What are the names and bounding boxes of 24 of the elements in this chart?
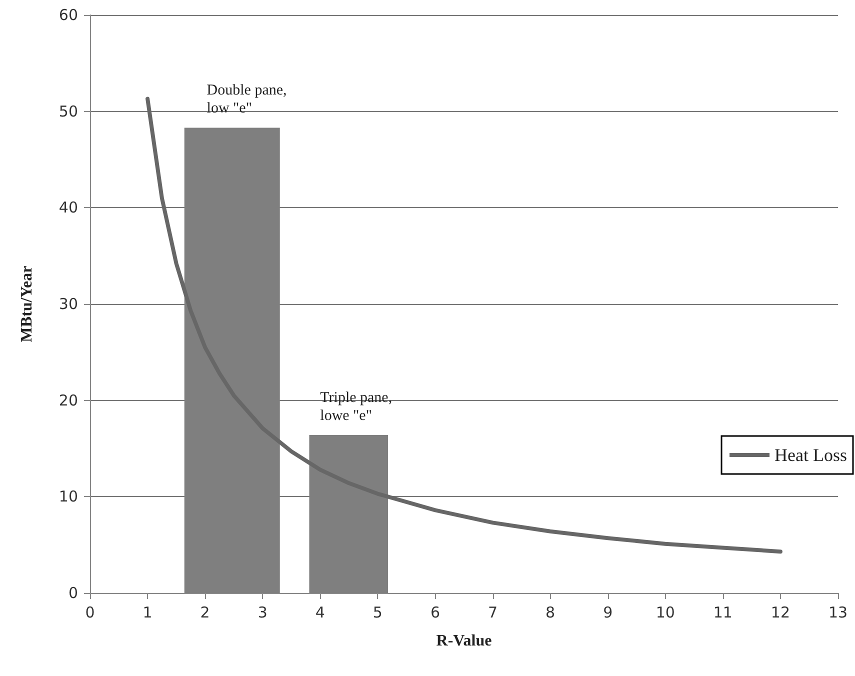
x-tick-label: 3 [258,604,268,622]
x-tick-label: 5 [372,604,382,622]
x-tick-label: 8 [546,604,556,622]
x-tick-label: 9 [603,604,613,622]
legend-label: Heat Loss [774,445,847,465]
y-tick-label: 20 [58,391,78,410]
x-tick-label: 6 [430,604,440,622]
y-tick-label: 50 [58,102,78,120]
x-tick-label: 7 [488,604,498,622]
x-tick-label: 11 [713,604,732,622]
x-tick-label: 13 [828,604,848,622]
x-tick-label: 0 [85,604,95,622]
x-tick-label: 2 [200,604,210,622]
x-tick-label: 4 [315,604,325,622]
y-axis-title: MBtu/Year [18,266,36,342]
x-tick-label: 1 [142,604,152,622]
x-tick-label: 10 [656,604,675,622]
x-tick-label: 12 [770,604,790,622]
y-tick-label: 40 [58,198,78,217]
y-tick-label: 0 [68,584,78,602]
y-tick-label: 60 [58,6,78,24]
x-axis-title: R-Value [436,632,492,650]
y-tick-label: 30 [58,295,78,313]
y-tick-label: 10 [58,488,78,506]
